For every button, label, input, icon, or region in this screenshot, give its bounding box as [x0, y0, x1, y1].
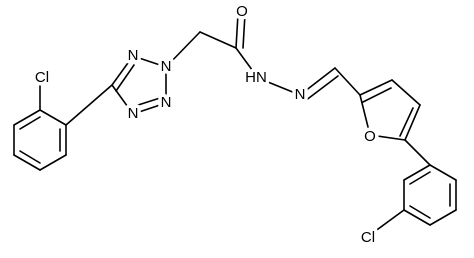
atom-label: N [161, 58, 172, 75]
atom-label: O [236, 3, 248, 20]
atom-label: N [161, 94, 172, 111]
atom-labels: Cl N N N N O HN N O Cl [31, 0, 379, 249]
atom-label: N [295, 86, 306, 103]
bonds [13, 13, 457, 233]
atom-label: N [128, 105, 139, 122]
atom-label: Cl [361, 229, 375, 246]
atom-label: HN [245, 69, 267, 86]
atom-label: O [364, 128, 376, 145]
atom-label: Cl [35, 69, 49, 86]
atom-label: N [128, 47, 139, 64]
